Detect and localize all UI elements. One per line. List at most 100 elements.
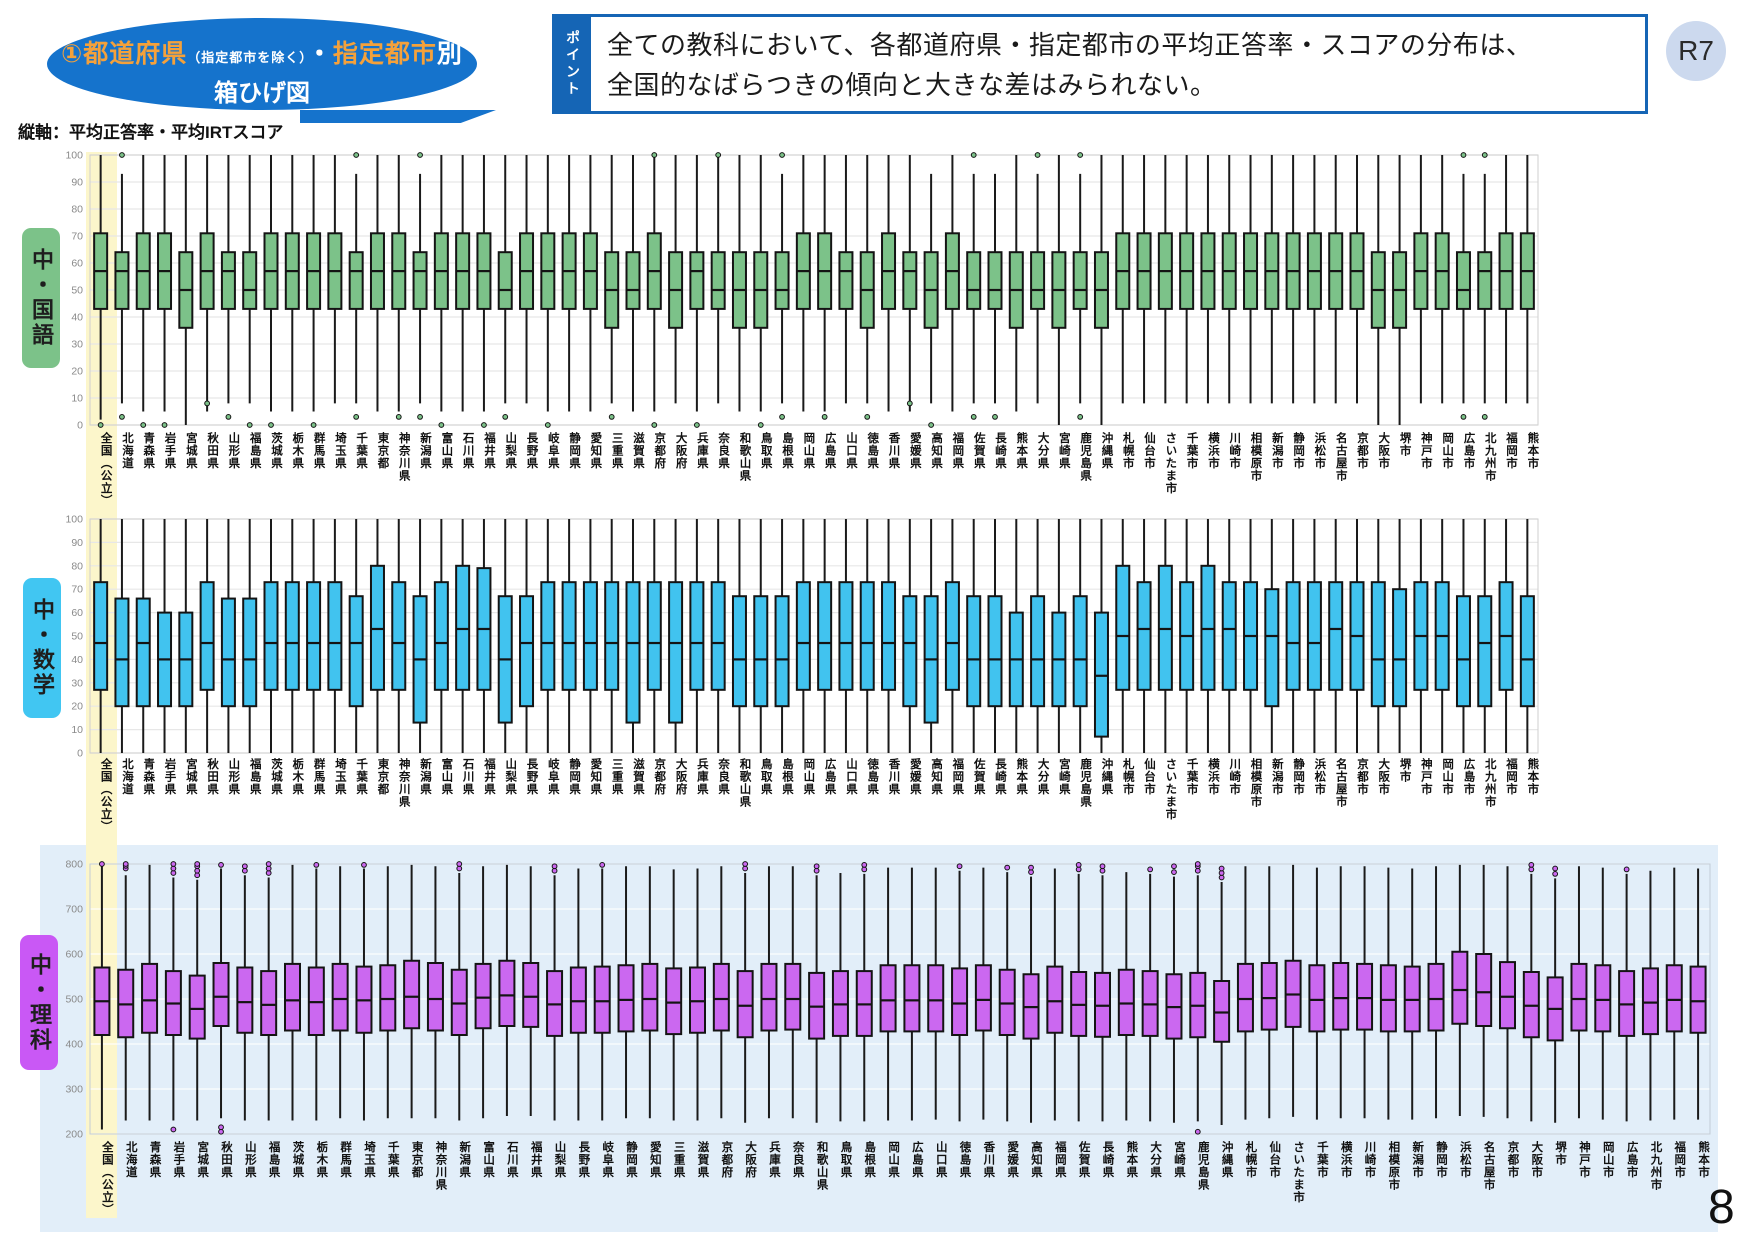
box-plot-山口県	[838, 519, 854, 753]
category-label: 全国（公立）	[99, 758, 112, 833]
box-plot-大阪市	[1370, 519, 1386, 753]
category-label: 徳島県	[958, 1141, 971, 1179]
box-plot-大阪市	[1370, 155, 1386, 425]
box-plot-群馬県	[331, 866, 349, 1119]
box-plot-熊本県	[1008, 155, 1024, 412]
box-plot-福岡市	[1498, 155, 1514, 404]
category-label: 神戸市	[1419, 432, 1432, 470]
category-label: 福井県	[482, 432, 495, 470]
box-plot-島根県	[774, 152, 790, 420]
svg-text:30: 30	[71, 339, 83, 351]
box-plot-広島県	[817, 155, 833, 420]
box-plot-香川県	[974, 867, 992, 1120]
svg-text:60: 60	[71, 607, 83, 619]
category-label: 長崎県	[994, 758, 1006, 796]
category-label: 東京都	[376, 432, 389, 470]
category-label: 長野県	[525, 758, 538, 796]
box-plot-佐賀県	[966, 152, 982, 420]
category-label: 愛媛県	[908, 432, 921, 470]
box-plot-北海道	[114, 519, 130, 753]
category-label: 島根県	[781, 758, 794, 796]
box-plot-愛知県	[582, 155, 598, 412]
box-plot-鳥取県	[753, 519, 769, 753]
title-part-betsu: 別	[436, 40, 463, 68]
box-plot-福島県	[242, 519, 258, 753]
box-plot-島根県	[774, 519, 790, 753]
svg-text:90: 90	[71, 537, 83, 549]
box-plot-鹿児島県	[1189, 861, 1207, 1135]
category-label: 浜松市	[1458, 1141, 1471, 1179]
box-plot-群馬県	[306, 155, 322, 428]
box-plot-香川県	[881, 519, 897, 753]
box-plot-宮崎県	[1165, 863, 1183, 1123]
category-label: 山梨県	[504, 758, 517, 796]
category-label: 香川県	[887, 432, 900, 470]
box-plot-名古屋市	[1328, 155, 1344, 404]
category-label: 横浜市	[1206, 758, 1219, 796]
category-label: 相模原市	[1249, 432, 1262, 482]
box-plot-三重県	[665, 869, 683, 1121]
category-label: 福岡市	[1673, 1141, 1686, 1179]
svg-text:30: 30	[71, 677, 83, 689]
box-plot-埼玉県	[327, 519, 343, 753]
category-label: 福島県	[248, 758, 261, 796]
box-plot-名古屋市	[1328, 519, 1344, 753]
category-label: 熊本県	[1015, 758, 1028, 796]
box-plot-新潟市	[1264, 155, 1280, 404]
box-plot-静岡市	[1285, 155, 1301, 404]
category-label: 静岡県	[568, 432, 581, 470]
box-plot-神戸市	[1413, 155, 1429, 404]
category-label: 兵庫県	[695, 432, 708, 470]
page-number: 8	[1708, 1181, 1735, 1234]
box-plot-仙台市	[1136, 155, 1152, 404]
category-label: 山形県	[227, 432, 240, 470]
category-label: 鳥取県	[759, 432, 772, 470]
plot-frame	[89, 518, 1539, 754]
category-label: 広島市	[1462, 432, 1475, 470]
box-plot-福島県	[242, 155, 258, 428]
box-plot-山形県	[220, 155, 236, 420]
category-label: 札幌市	[1244, 1141, 1257, 1179]
box-plot-大阪府	[668, 155, 684, 404]
category-label: 滋賀県	[632, 432, 644, 470]
category-label: 秋田県	[206, 432, 219, 470]
category-label: 大阪市	[1530, 1141, 1543, 1179]
category-label: 富山県	[440, 758, 453, 796]
box-plot-広島市	[1455, 519, 1471, 753]
category-label: 熊本市	[1526, 432, 1539, 470]
box-plot-山梨県	[546, 863, 564, 1121]
category-label: 全国（公立）	[100, 1141, 113, 1216]
box-plot-神奈川県	[391, 519, 407, 753]
box-plot-堺市	[1546, 865, 1564, 1123]
category-label: 三重県	[672, 1141, 685, 1179]
box-plot-高知県	[1022, 864, 1040, 1123]
svg-text:500: 500	[65, 994, 83, 1006]
svg-text:10: 10	[71, 724, 83, 736]
box-plot-東京都	[403, 864, 421, 1119]
box-plot-熊本県	[1008, 519, 1024, 753]
category-label: 山梨県	[553, 1141, 566, 1179]
category-label: 青森県	[142, 758, 155, 796]
box-plot-茨城県	[263, 155, 279, 428]
box-plot-相模原市	[1379, 867, 1397, 1120]
box-plot-岡山市	[1594, 867, 1612, 1120]
category-label: 大分県	[1149, 1141, 1162, 1179]
svg-text:600: 600	[65, 949, 83, 961]
svg-text:400: 400	[65, 1039, 83, 1051]
box-plot-京都市	[1349, 155, 1365, 404]
category-label: 新潟市	[1270, 432, 1283, 470]
box-plot-富山県	[474, 866, 492, 1119]
box-plot-宮崎県	[1051, 155, 1067, 425]
box-plot-さいたま市	[1157, 519, 1173, 753]
box-plot-大分県	[1030, 519, 1046, 753]
category-label: 埼玉県	[362, 1141, 375, 1179]
box-plot-熊本市	[1689, 868, 1707, 1120]
category-label: 岐阜県	[601, 1141, 614, 1179]
box-plot-茨城県	[263, 519, 279, 753]
box-plot-鹿児島県	[1072, 519, 1088, 753]
box-plot-新潟県	[450, 861, 468, 1121]
category-label: 石川県	[461, 758, 474, 796]
category-label: 新潟県	[419, 432, 432, 470]
category-label: 宮崎県	[1057, 758, 1070, 796]
category-label: 相模原市	[1387, 1141, 1400, 1191]
